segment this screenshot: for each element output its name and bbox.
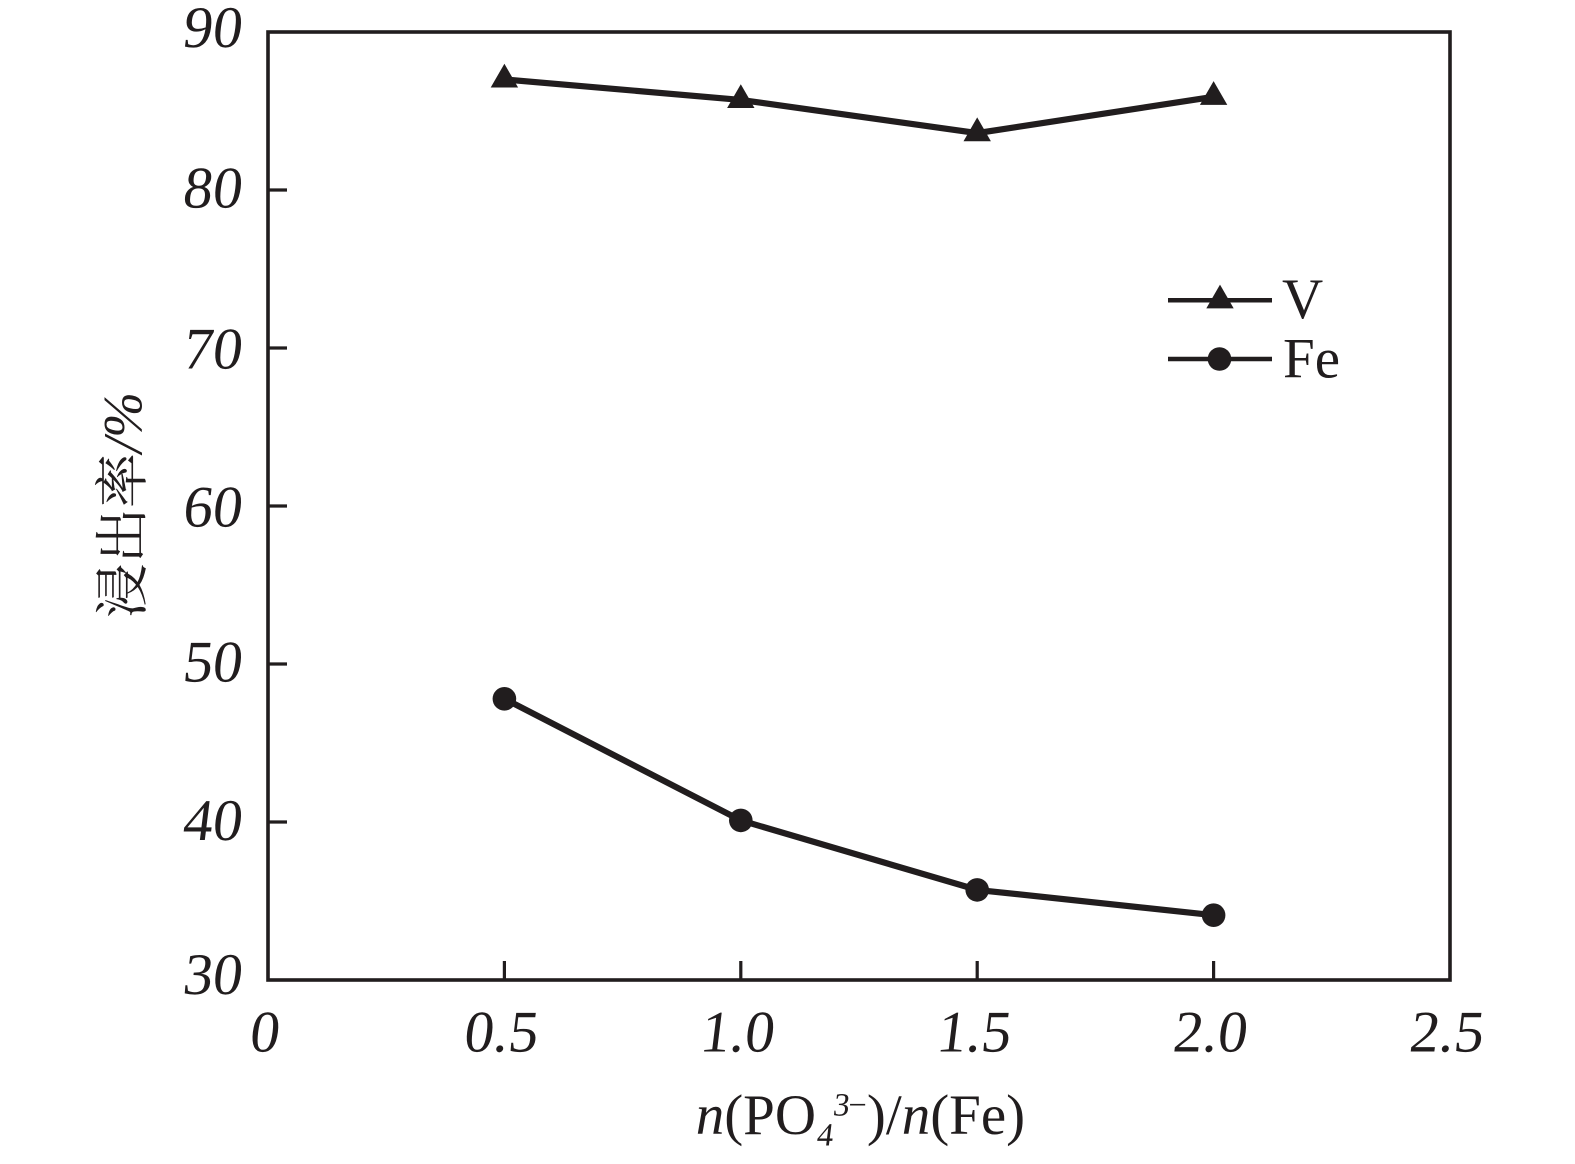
svg-text:2.5: 2.5: [1407, 999, 1489, 1065]
svg-text:60: 60: [180, 474, 247, 540]
svg-text:2.0: 2.0: [1170, 999, 1252, 1065]
svg-text:)/: )/: [867, 1084, 902, 1147]
svg-text:1.0: 1.0: [697, 999, 779, 1065]
svg-text:V: V: [1282, 268, 1323, 331]
svg-text:Fe: Fe: [1283, 328, 1340, 391]
svg-text:70: 70: [180, 315, 247, 381]
svg-text:0.5: 0.5: [461, 999, 543, 1065]
svg-text:4: 4: [815, 1118, 836, 1154]
svg-text:/%: /%: [93, 392, 154, 456]
svg-text:40: 40: [180, 787, 247, 853]
svg-text:(Fe): (Fe): [930, 1084, 1025, 1147]
svg-text:n: n: [696, 1084, 725, 1147]
svg-text:80: 80: [180, 155, 247, 221]
svg-text:30: 30: [180, 941, 247, 1007]
svg-text:n: n: [902, 1084, 931, 1147]
svg-text:1.5: 1.5: [934, 999, 1016, 1065]
svg-text:(PO: (PO: [724, 1084, 816, 1147]
svg-text:−: −: [849, 1088, 867, 1124]
svg-text:3: 3: [831, 1088, 852, 1124]
svg-text:50: 50: [180, 629, 247, 695]
svg-text:90: 90: [180, 0, 247, 60]
